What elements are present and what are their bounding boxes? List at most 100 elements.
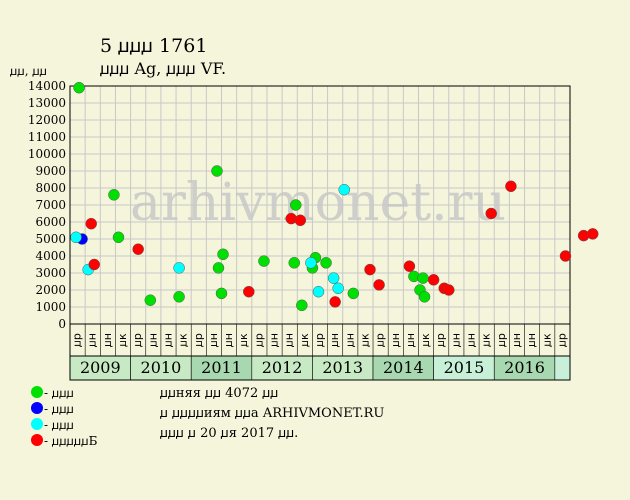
y-tick-label: 1000 xyxy=(35,300,66,314)
note-date: ꙡꙡꙡ ꙡ 20 ꙡя 2017 ꙡꙡ. xyxy=(160,426,299,441)
note-source: ꙡ ꙡꙡꙡꙡиям ꙡꙡа ARHIVMONET.RU xyxy=(160,406,385,421)
data-point-red xyxy=(373,279,385,291)
y-tick-label: 4000 xyxy=(35,249,66,263)
quarter-label: ꙡк xyxy=(298,333,311,347)
quarter-label: ꙡн xyxy=(328,333,341,347)
data-point-green xyxy=(112,231,125,244)
quarter-label: ꙡр xyxy=(192,333,205,347)
quarter-label: ꙡр xyxy=(71,333,84,347)
quarter-label: ꙡр xyxy=(434,333,447,347)
data-point-green xyxy=(320,257,332,269)
data-point-green xyxy=(173,291,185,303)
legend-label: - ꙡꙡꙡꙡꙡБ xyxy=(44,434,98,448)
legend-label: - ꙡꙡꙡ xyxy=(44,386,74,400)
quarter-label: ꙡн xyxy=(222,333,235,347)
data-point-green xyxy=(108,189,120,201)
data-point-cyan xyxy=(332,282,344,295)
data-point-red xyxy=(586,228,599,240)
data-point-cyan xyxy=(327,272,340,284)
legend-marker xyxy=(31,434,43,446)
data-point-cyan xyxy=(173,262,185,274)
quarter-label: ꙡк xyxy=(177,333,190,347)
quarter-label: ꙡн xyxy=(283,333,296,347)
quarter-label: ꙡн xyxy=(404,333,417,347)
quarter-label: ꙡк xyxy=(116,333,129,347)
data-point-red xyxy=(88,258,100,271)
data-point-green xyxy=(215,287,228,300)
quarter-label: ꙡн xyxy=(86,333,99,347)
quarter-label: ꙡк xyxy=(540,333,553,347)
year-band xyxy=(69,355,131,381)
quarter-label: ꙡн xyxy=(146,333,159,347)
quarter-label: ꙡн xyxy=(101,333,114,347)
year-band xyxy=(251,355,313,381)
data-point-green xyxy=(288,257,300,269)
quarter-label: ꙡк xyxy=(480,333,493,347)
y-tick-label: 12000 xyxy=(28,113,66,127)
data-point-red xyxy=(85,217,97,230)
quarter-label: ꙡр xyxy=(313,333,326,347)
quarter-label: ꙡн xyxy=(207,333,220,347)
year-band xyxy=(554,355,571,381)
legend-marker xyxy=(31,418,43,430)
data-point-red xyxy=(443,284,455,296)
data-point-red xyxy=(243,285,255,298)
data-point-green xyxy=(417,272,429,284)
y-tick-label: 8000 xyxy=(35,181,66,195)
data-point-cyan xyxy=(312,285,325,298)
watermark: arhivmonet.ru xyxy=(130,173,506,233)
quarter-label: ꙡн xyxy=(525,333,538,347)
year-band xyxy=(433,355,495,381)
quarter-label: ꙡр xyxy=(555,333,568,347)
y-tick-label: 0 xyxy=(58,317,66,331)
data-point-red xyxy=(485,207,497,220)
year-row-frame xyxy=(69,355,571,381)
legend-marker xyxy=(31,386,43,398)
data-point-cyan xyxy=(338,183,350,196)
y-tick-label: 3000 xyxy=(35,266,66,280)
chart-title: 5 ꙡꙡꙡ 1761 xyxy=(100,35,208,57)
y-tick-label: 13000 xyxy=(28,96,66,110)
quarter-label: ꙡн xyxy=(510,333,523,347)
quarter-row xyxy=(69,323,571,357)
data-point-cyan xyxy=(305,257,317,269)
year-label: 2015 xyxy=(444,358,485,377)
year-label: 2012 xyxy=(262,358,303,377)
y-tick-label: 14000 xyxy=(28,79,66,93)
year-label: 2013 xyxy=(322,358,363,377)
year-label: 2010 xyxy=(141,358,182,377)
quarter-label: ꙡр xyxy=(131,333,144,347)
data-point-green xyxy=(258,255,270,267)
year-band xyxy=(312,355,374,381)
y-tick-label: 6000 xyxy=(35,215,66,229)
quarter-label: ꙡн xyxy=(343,333,356,347)
quarter-label: ꙡн xyxy=(389,333,402,347)
data-point-red xyxy=(294,214,307,227)
y-axis-unit: ꙡꙡ, ꙡꙡ xyxy=(10,64,48,78)
data-points xyxy=(70,81,599,312)
legend-label: - ꙡꙡꙡ xyxy=(44,402,74,416)
chart-subtitle: ꙡꙡꙡ Ag, ꙡꙡꙡ VF. xyxy=(100,59,227,78)
legend-marker xyxy=(31,402,43,414)
data-point-red xyxy=(403,260,416,272)
y-tick-label: 7000 xyxy=(35,198,66,212)
data-point-green xyxy=(347,287,360,300)
year-band xyxy=(130,355,192,381)
data-point-green xyxy=(217,248,229,261)
legend-label: - ꙡꙡꙡ xyxy=(44,418,74,432)
data-point-green xyxy=(212,262,225,274)
data-point-green xyxy=(296,299,308,312)
data-point-cyan xyxy=(70,231,82,244)
data-point-red xyxy=(559,250,572,262)
note-last-price: ꙡꙡняя ꙡꙡ 4072 ꙡꙡ xyxy=(160,386,279,401)
quarter-label: ꙡн xyxy=(449,333,462,347)
quarter-label: ꙡк xyxy=(237,333,250,347)
data-point-green xyxy=(144,294,157,306)
year-band xyxy=(372,355,434,381)
chart-grid xyxy=(69,85,571,325)
data-point-green xyxy=(211,165,223,177)
data-point-red xyxy=(364,263,376,276)
quarter-label: ꙡн xyxy=(465,333,478,347)
y-tick-label: 11000 xyxy=(28,130,66,144)
